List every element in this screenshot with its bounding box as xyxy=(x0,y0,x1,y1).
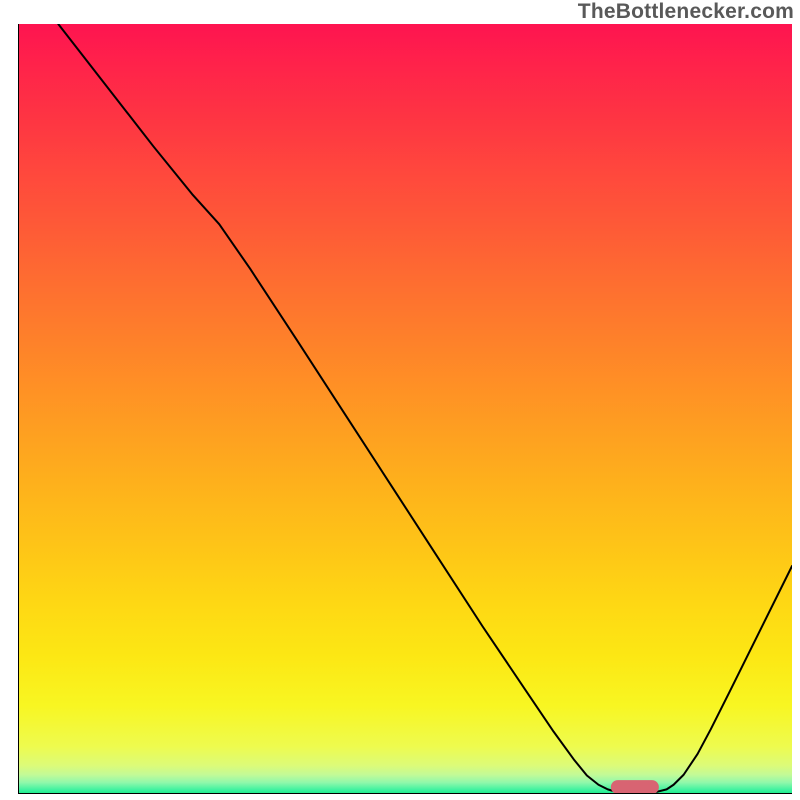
gradient-background xyxy=(18,24,792,794)
plot-svg xyxy=(18,24,792,794)
watermark-text: TheBottlenecker.com xyxy=(578,0,794,24)
minimum-marker xyxy=(611,780,659,794)
chart-container: TheBottlenecker.com xyxy=(0,0,800,800)
plot-area xyxy=(18,24,792,794)
